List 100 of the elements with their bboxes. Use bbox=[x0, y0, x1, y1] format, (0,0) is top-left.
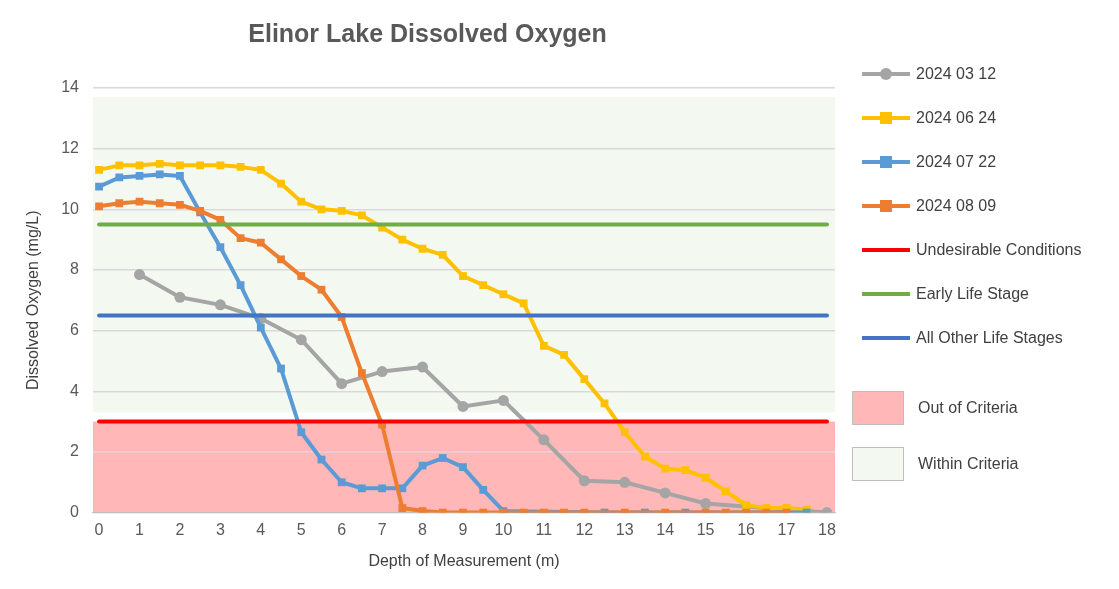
y-tick-label: 2 bbox=[70, 442, 80, 460]
point bbox=[236, 281, 245, 290]
point bbox=[176, 172, 184, 180]
legend-label: Out of Criteria bbox=[918, 399, 1018, 417]
point bbox=[459, 272, 467, 280]
point bbox=[398, 235, 407, 244]
point bbox=[297, 197, 306, 206]
point bbox=[95, 202, 103, 211]
point bbox=[135, 197, 144, 206]
point bbox=[214, 299, 226, 311]
x-tick-label: 13 bbox=[615, 520, 634, 538]
point bbox=[398, 504, 407, 512]
point bbox=[115, 173, 124, 182]
point bbox=[256, 323, 265, 332]
point bbox=[560, 351, 568, 359]
point bbox=[700, 498, 712, 509]
legend-label: 2024 06 24 bbox=[916, 109, 997, 127]
y-tick-label: 12 bbox=[61, 139, 80, 157]
point bbox=[438, 250, 447, 259]
point bbox=[155, 199, 164, 208]
point bbox=[256, 166, 265, 174]
legend-label: All Other Life Stages bbox=[916, 329, 1063, 347]
x-tick-label: 6 bbox=[337, 520, 347, 538]
point bbox=[256, 238, 265, 247]
point bbox=[295, 334, 307, 346]
point bbox=[297, 428, 306, 437]
point bbox=[538, 434, 550, 446]
x-tick-label: 7 bbox=[377, 520, 387, 538]
point bbox=[742, 501, 750, 509]
point bbox=[236, 234, 245, 243]
point bbox=[497, 394, 509, 406]
point bbox=[519, 299, 528, 308]
y-tick-label: 6 bbox=[70, 321, 80, 339]
point bbox=[155, 159, 164, 168]
point bbox=[619, 476, 631, 488]
point bbox=[378, 484, 386, 493]
y-tick-label: 4 bbox=[70, 381, 80, 399]
point bbox=[418, 244, 427, 253]
x-tick-label: 10 bbox=[494, 520, 513, 538]
y-axis-title: Dissolved Oxygen (mg/L) bbox=[24, 210, 42, 391]
point bbox=[297, 272, 306, 280]
point bbox=[134, 269, 145, 281]
legend-label: Early Life Stage bbox=[916, 285, 1029, 303]
chart-title: Elinor Lake Dissolved Oxygen bbox=[248, 18, 607, 47]
point bbox=[196, 161, 205, 170]
point bbox=[135, 172, 144, 180]
x-tick-label: 5 bbox=[296, 520, 306, 538]
point bbox=[641, 452, 649, 461]
point bbox=[236, 162, 245, 171]
point bbox=[176, 200, 184, 209]
x-tick-label: 8 bbox=[418, 520, 428, 538]
point bbox=[661, 464, 670, 473]
x-tick-label: 11 bbox=[535, 520, 553, 538]
point bbox=[216, 161, 225, 170]
point bbox=[277, 179, 285, 188]
legend-label: 2024 07 22 bbox=[916, 153, 997, 171]
x-tick-label: 14 bbox=[656, 520, 675, 538]
point bbox=[358, 211, 366, 220]
x-tick-label: 3 bbox=[215, 520, 225, 538]
point bbox=[337, 206, 346, 215]
y-tick-label: 10 bbox=[61, 199, 80, 217]
x-tick-label: 2 bbox=[175, 520, 185, 538]
point bbox=[115, 161, 124, 170]
y-tick-label: 8 bbox=[70, 260, 80, 278]
y-tick-label: 14 bbox=[61, 78, 80, 96]
point bbox=[701, 473, 710, 482]
point bbox=[277, 255, 285, 264]
point bbox=[95, 182, 103, 191]
point bbox=[135, 161, 144, 170]
x-tick-label: 9 bbox=[458, 520, 468, 538]
point bbox=[277, 364, 285, 373]
legend-label: Undesirable Conditions bbox=[916, 241, 1082, 259]
point bbox=[438, 454, 447, 462]
point bbox=[578, 475, 590, 487]
point bbox=[358, 369, 366, 377]
point bbox=[681, 466, 690, 475]
point bbox=[337, 478, 346, 487]
x-tick-label: 0 bbox=[94, 520, 104, 538]
point bbox=[580, 375, 589, 384]
y-tick-label: 0 bbox=[70, 503, 80, 521]
x-axis-title: Depth of Measurement (m) bbox=[368, 551, 560, 569]
point bbox=[457, 400, 469, 412]
x-tick-label: 18 bbox=[818, 520, 836, 538]
point bbox=[721, 487, 730, 496]
legend-label: 2024 03 12 bbox=[916, 65, 997, 83]
point bbox=[317, 205, 326, 214]
point bbox=[174, 291, 186, 303]
point bbox=[479, 281, 488, 290]
x-tick-label: 17 bbox=[777, 520, 796, 538]
point bbox=[376, 366, 388, 378]
point bbox=[459, 463, 467, 471]
point bbox=[620, 428, 629, 437]
x-tick-label: 16 bbox=[737, 520, 756, 538]
point bbox=[358, 484, 366, 493]
point bbox=[317, 285, 326, 294]
point bbox=[499, 290, 508, 299]
legend-label: 2024 08 09 bbox=[916, 197, 997, 215]
point bbox=[659, 487, 671, 499]
x-tick-label: 4 bbox=[256, 520, 266, 538]
x-tick-label: 1 bbox=[135, 520, 145, 538]
